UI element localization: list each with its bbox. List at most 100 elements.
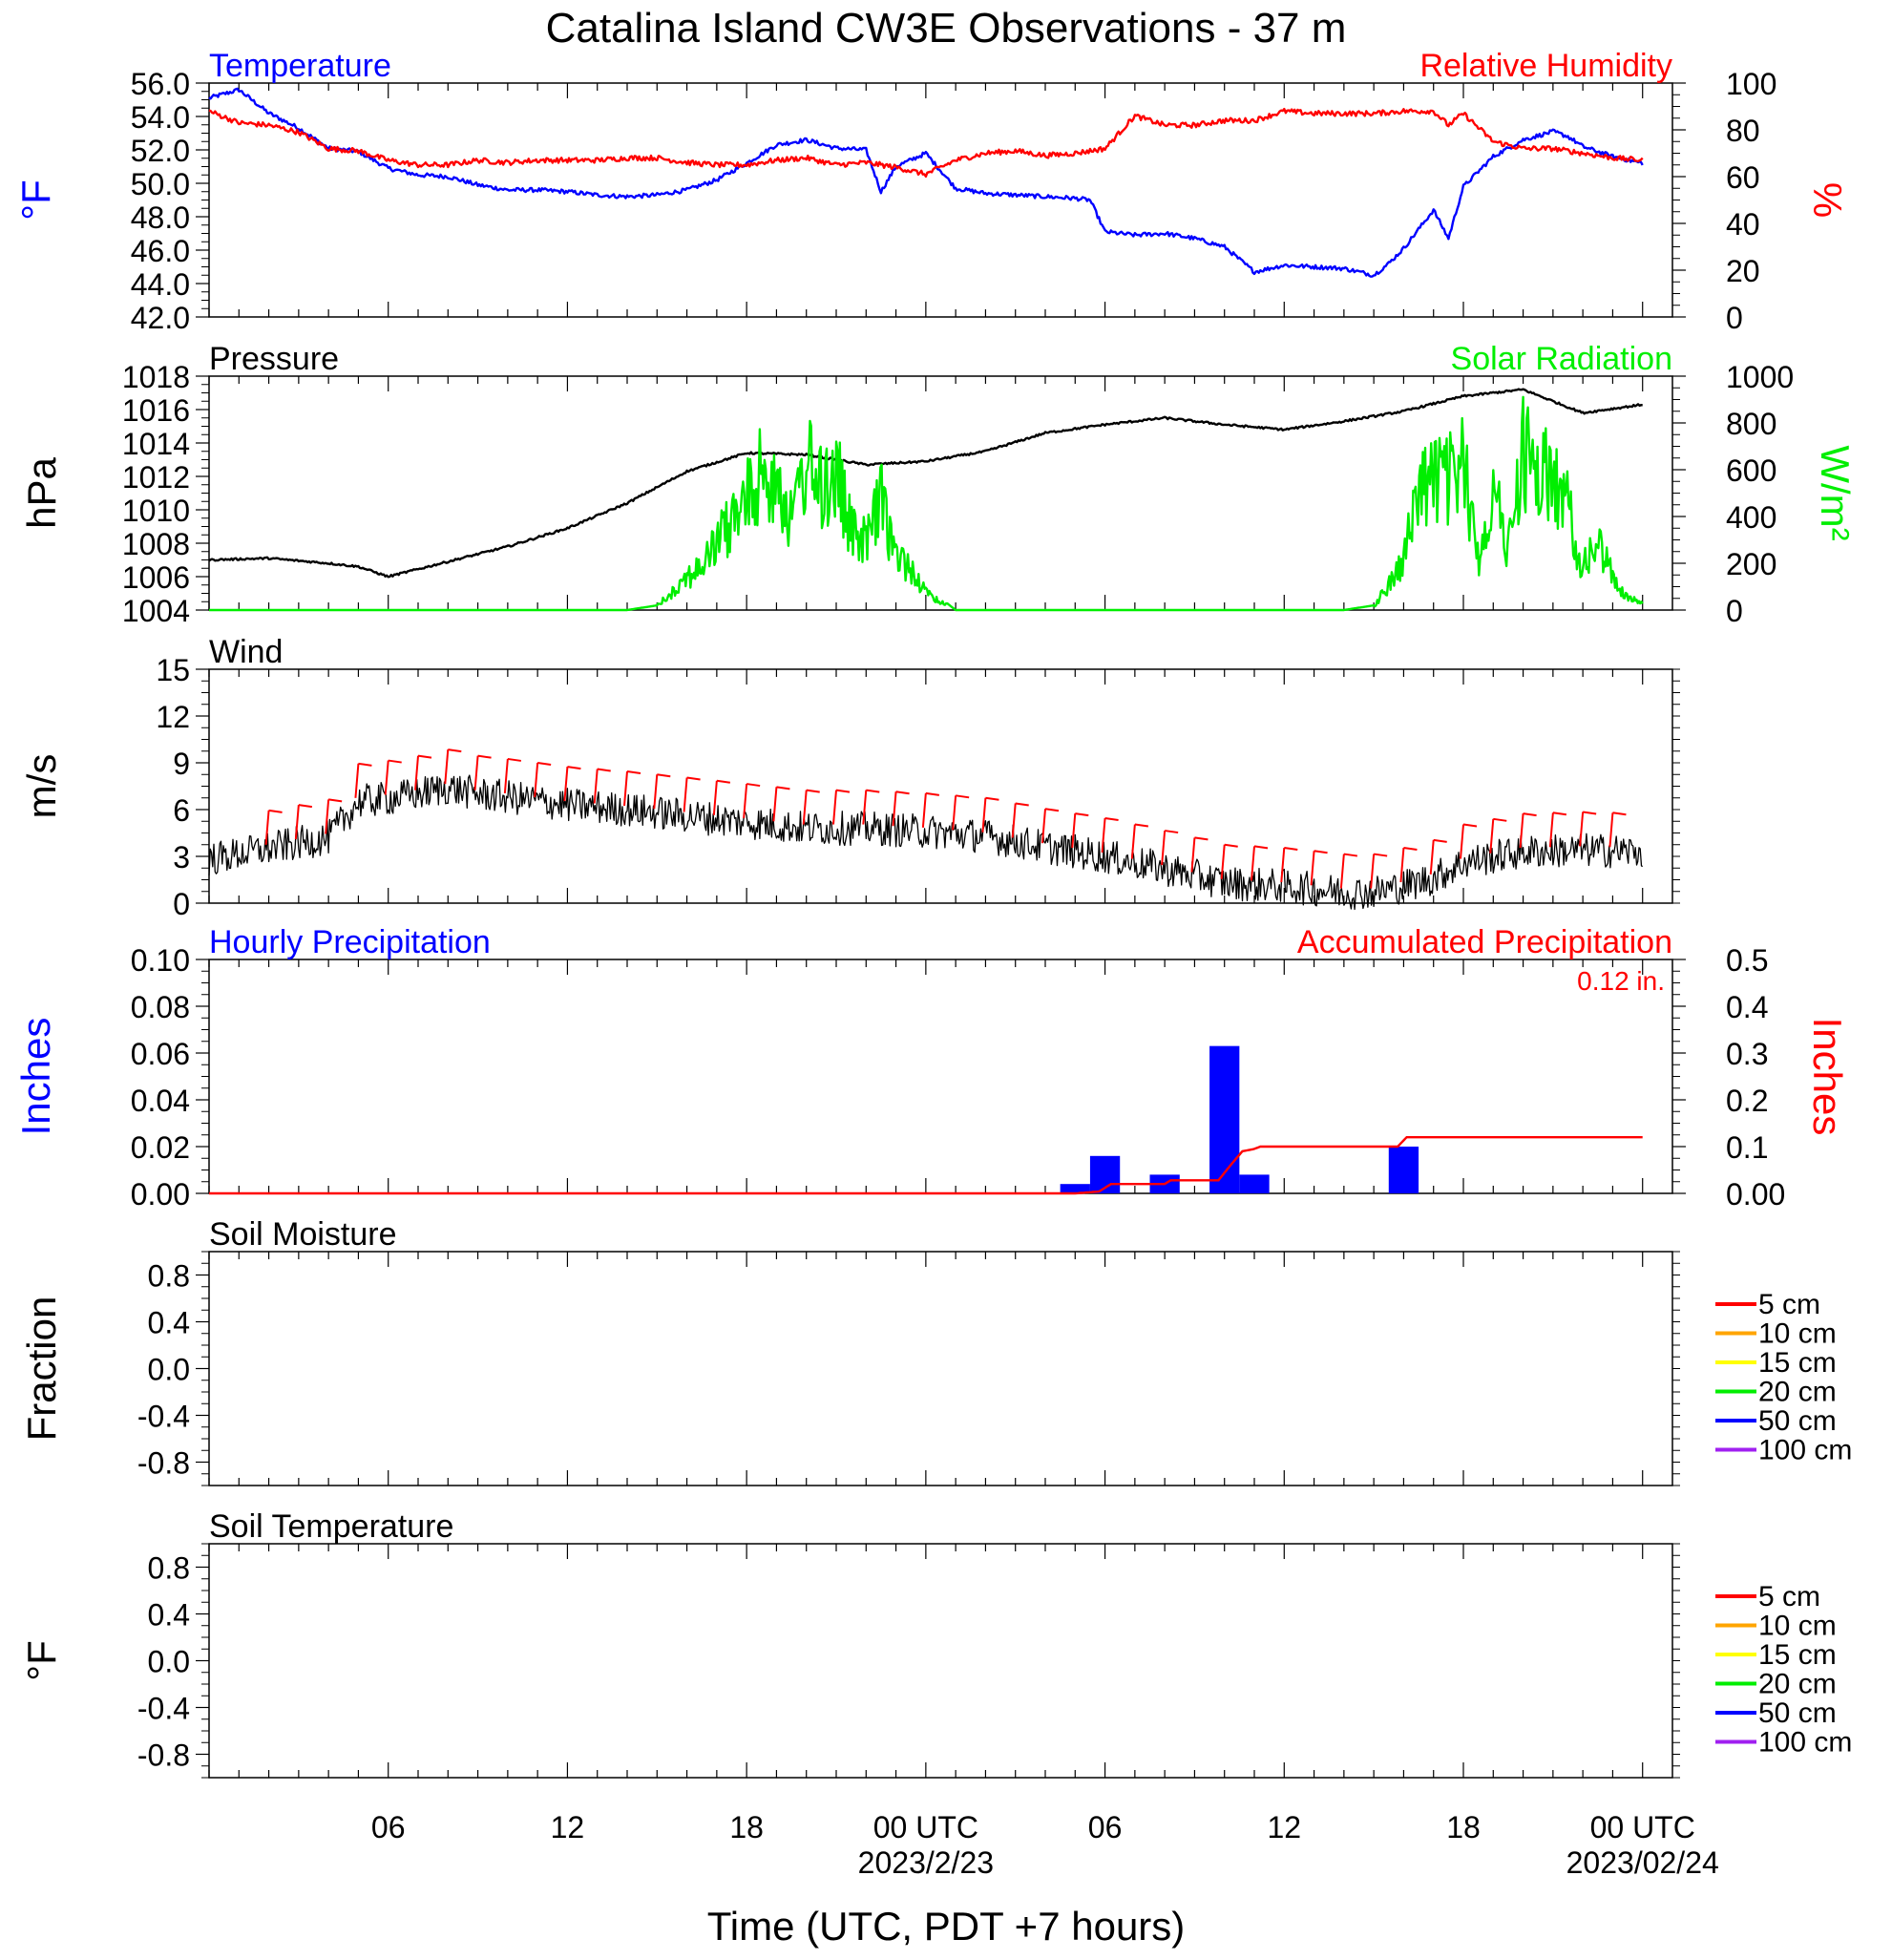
wind-barb: [1460, 824, 1464, 859]
y-tick-label-right: 40: [1726, 207, 1760, 242]
legend-label: 50 cm: [1758, 1697, 1837, 1729]
panel-title-right: Solar Radiation: [1451, 341, 1672, 377]
y-tick-label-left: 56.0: [131, 67, 190, 101]
panel-title-left: Soil Temperature: [209, 1508, 453, 1545]
x-axis-label: Time (UTC, PDT +7 hours): [707, 1904, 1186, 1949]
panel-temp-rh: 56.054.052.050.048.046.044.042.0 100 80 60 4…: [13, 48, 1850, 335]
wind-barb: [683, 777, 688, 812]
wind-barb: [414, 755, 419, 790]
y-tick-label-left: 1016: [122, 393, 190, 428]
plot-frame: [208, 959, 1673, 1194]
series-line-wind-speed: [208, 774, 1644, 911]
accumulated-precip-line: [209, 1136, 1643, 1195]
wind-barb-flag: [1134, 823, 1148, 828]
x-tick-date-label: 2023/02/24: [1566, 1845, 1719, 1880]
y-tick-label-left: 1004: [122, 594, 190, 628]
wind-barb-flag: [956, 794, 970, 799]
wind-barb-flag: [866, 789, 880, 793]
wind-barb: [1101, 817, 1106, 854]
wind-barb-flag: [716, 779, 730, 784]
panel-soil-moisture: 0.8 0.4 0.0 -0.4 -0.8 Soil Moisture Fraction 5 …: [19, 1216, 1852, 1486]
wind-barb: [712, 780, 718, 815]
wind-barb-flag: [1015, 802, 1029, 807]
y-tick-label-left: 0.00: [131, 1177, 190, 1212]
y-tick-label-left: 0.0: [148, 1645, 190, 1679]
wind-barb: [952, 795, 957, 831]
wind-barb-flag: [1403, 847, 1418, 852]
y-tick-label-left: 0.8: [148, 1259, 190, 1294]
figure-title: Catalina Island CW3E Observations - 37 m: [546, 5, 1347, 52]
wind-barb-flag: [537, 762, 552, 767]
wind-barb: [1310, 851, 1315, 886]
wind-barb: [802, 790, 808, 825]
y-tick-label-left: 0.06: [131, 1037, 190, 1071]
wind-barb-flag: [1462, 823, 1478, 828]
y-tick-label-left: 15: [156, 653, 190, 687]
y-axis-label-left: hPa: [19, 456, 64, 528]
wind-barb: [534, 762, 539, 798]
y-tick-label-left: -0.8: [137, 1739, 190, 1773]
wind-barb-flag: [1194, 836, 1209, 841]
y-tick-label-right: 0.2: [1726, 1084, 1768, 1118]
x-tick-label: 12: [1267, 1810, 1301, 1844]
wind-barb-flag: [358, 762, 372, 767]
legend-label: 5 cm: [1758, 1581, 1820, 1612]
wind-barb: [503, 758, 509, 794]
precip-bar: [1388, 1147, 1419, 1193]
y-tick-label-right: 0: [1726, 301, 1743, 335]
x-tick-label: 06: [371, 1810, 406, 1844]
panel-title-right: Accumulated Precipitation: [1297, 924, 1672, 960]
wind-barb: [1190, 837, 1196, 873]
wind-barb-flag: [1284, 847, 1298, 852]
y-tick-label-left: 54.0: [131, 100, 190, 135]
y-tick-label-left: -0.8: [137, 1446, 190, 1481]
plot-frame: [208, 1543, 1673, 1779]
y-tick-label-left: 1006: [122, 560, 190, 595]
wind-barb-flag: [1104, 817, 1119, 821]
y-axis-label-left: m/s: [19, 754, 64, 819]
wind-barb-flag: [1044, 808, 1060, 812]
wind-barb: [294, 805, 300, 840]
wind-barb: [325, 799, 330, 834]
wind-barb-flag: [1552, 811, 1566, 816]
wind-barb-flag: [1075, 812, 1089, 817]
wind-barb-flag: [895, 790, 910, 795]
plot-frame: [208, 1251, 1673, 1486]
y-axis-label-left: Inches: [13, 1018, 58, 1136]
y-tick-label-left: 1014: [122, 427, 190, 461]
wind-barb: [354, 763, 360, 798]
wind-barb-flag: [1433, 838, 1447, 843]
series-line-relative-humidity: [208, 107, 1644, 179]
wind-barb: [1519, 813, 1524, 849]
series-line-solar-radiation: [209, 395, 1644, 612]
y-tick-label-left: 1018: [122, 360, 190, 394]
wind-barb-flag: [507, 757, 521, 762]
wind-barb: [1220, 844, 1226, 879]
y-tick-label-left: 12: [156, 700, 190, 734]
wind-barb: [1370, 854, 1376, 889]
wind-barb-flag: [328, 798, 343, 803]
y-tick-label-left: 0.04: [131, 1084, 190, 1118]
wind-barb-flag: [835, 789, 851, 793]
y-tick-label-left: 44.0: [131, 267, 190, 302]
panel-title-left: Soil Moisture: [209, 1216, 397, 1253]
wind-barb-flag: [657, 773, 671, 778]
y-tick-label-left: 0.08: [131, 990, 190, 1024]
wind-barb-flag: [776, 786, 790, 790]
wind-barb: [772, 787, 778, 822]
wind-barb: [1251, 846, 1255, 881]
panel-title-left: Hourly Precipitation: [209, 924, 491, 960]
precip-bar: [1060, 1184, 1090, 1193]
wind-barb-flag: [1612, 811, 1627, 816]
y-tick-label-right: 20: [1726, 254, 1760, 288]
wind-barb-flag: [806, 789, 820, 793]
y-tick-label-left: 42.0: [131, 301, 190, 335]
wind-barb-flag: [1165, 830, 1179, 834]
y-tick-label-right: 0.5: [1726, 943, 1768, 978]
wind-barb: [1280, 847, 1286, 883]
wind-barb-flag: [1374, 853, 1388, 857]
